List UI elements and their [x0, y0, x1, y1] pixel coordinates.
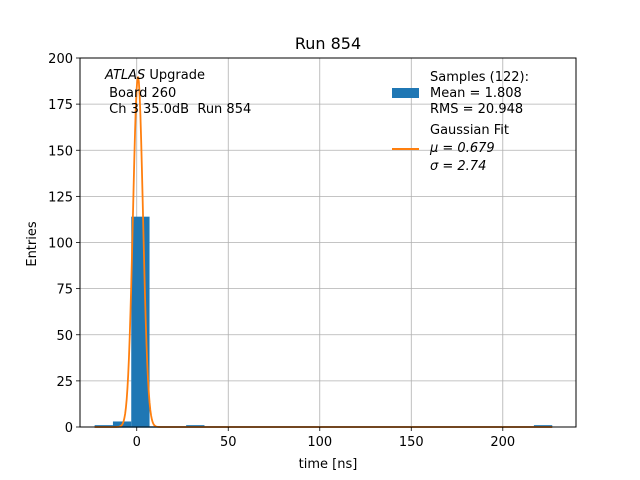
x-tick-label: 200: [490, 435, 515, 450]
y-tick-label: 25: [56, 375, 73, 390]
y-tick-label: 125: [48, 190, 73, 205]
annotation-line-3: Ch 3 35.0dB Run 854: [105, 102, 251, 117]
legend-samples-label: Samples (122):: [430, 70, 529, 85]
x-tick-label: 50: [220, 435, 237, 450]
legend-fit-sigma: σ = 2.74: [430, 159, 486, 174]
annotation-line-1: ATLAS Upgrade: [104, 68, 205, 83]
x-tick-label: 0: [133, 435, 141, 450]
annotation-line-2: Board 260: [105, 86, 176, 101]
y-axis-label: Entries: [25, 221, 40, 267]
legend-samples-swatch: [392, 88, 419, 98]
y-tick-label: 100: [48, 237, 73, 252]
annotation-atlas: ATLAS: [104, 68, 145, 83]
histogram-bar: [131, 216, 150, 427]
x-tick-label: 150: [399, 435, 424, 450]
histogram-bar: [186, 425, 205, 427]
y-tick-label: 50: [56, 329, 73, 344]
legend: Samples (122): Mean = 1.808 RMS = 20.948…: [392, 70, 529, 174]
legend-samples-rms: RMS = 20.948: [430, 102, 523, 117]
x-axis-label: time [ns]: [299, 457, 358, 472]
legend-fit-label: Gaussian Fit: [430, 123, 509, 138]
y-tick-label: 200: [48, 52, 73, 67]
axis-ticks: 0 50 100 150 200 0 25 50 75 100 125 150 175 200: [48, 52, 515, 450]
annotation-upgrade: Upgrade: [145, 68, 205, 83]
histogram-bar: [94, 425, 113, 427]
y-tick-label: 75: [56, 283, 73, 298]
x-tick-label: 100: [307, 435, 332, 450]
chart-title: Run 854: [295, 34, 361, 53]
legend-fit-mu: μ = 0.679: [429, 141, 495, 156]
histogram-bar: [533, 425, 553, 427]
legend-samples-mean: Mean = 1.808: [430, 86, 522, 101]
atlas-annotation: ATLAS Upgrade Board 260 Ch 3 35.0dB Run …: [104, 68, 251, 117]
histogram-bars: [94, 216, 553, 428]
y-tick-label: 150: [48, 144, 73, 159]
y-tick-label: 175: [48, 98, 73, 113]
y-tick-label: 0: [65, 421, 73, 436]
